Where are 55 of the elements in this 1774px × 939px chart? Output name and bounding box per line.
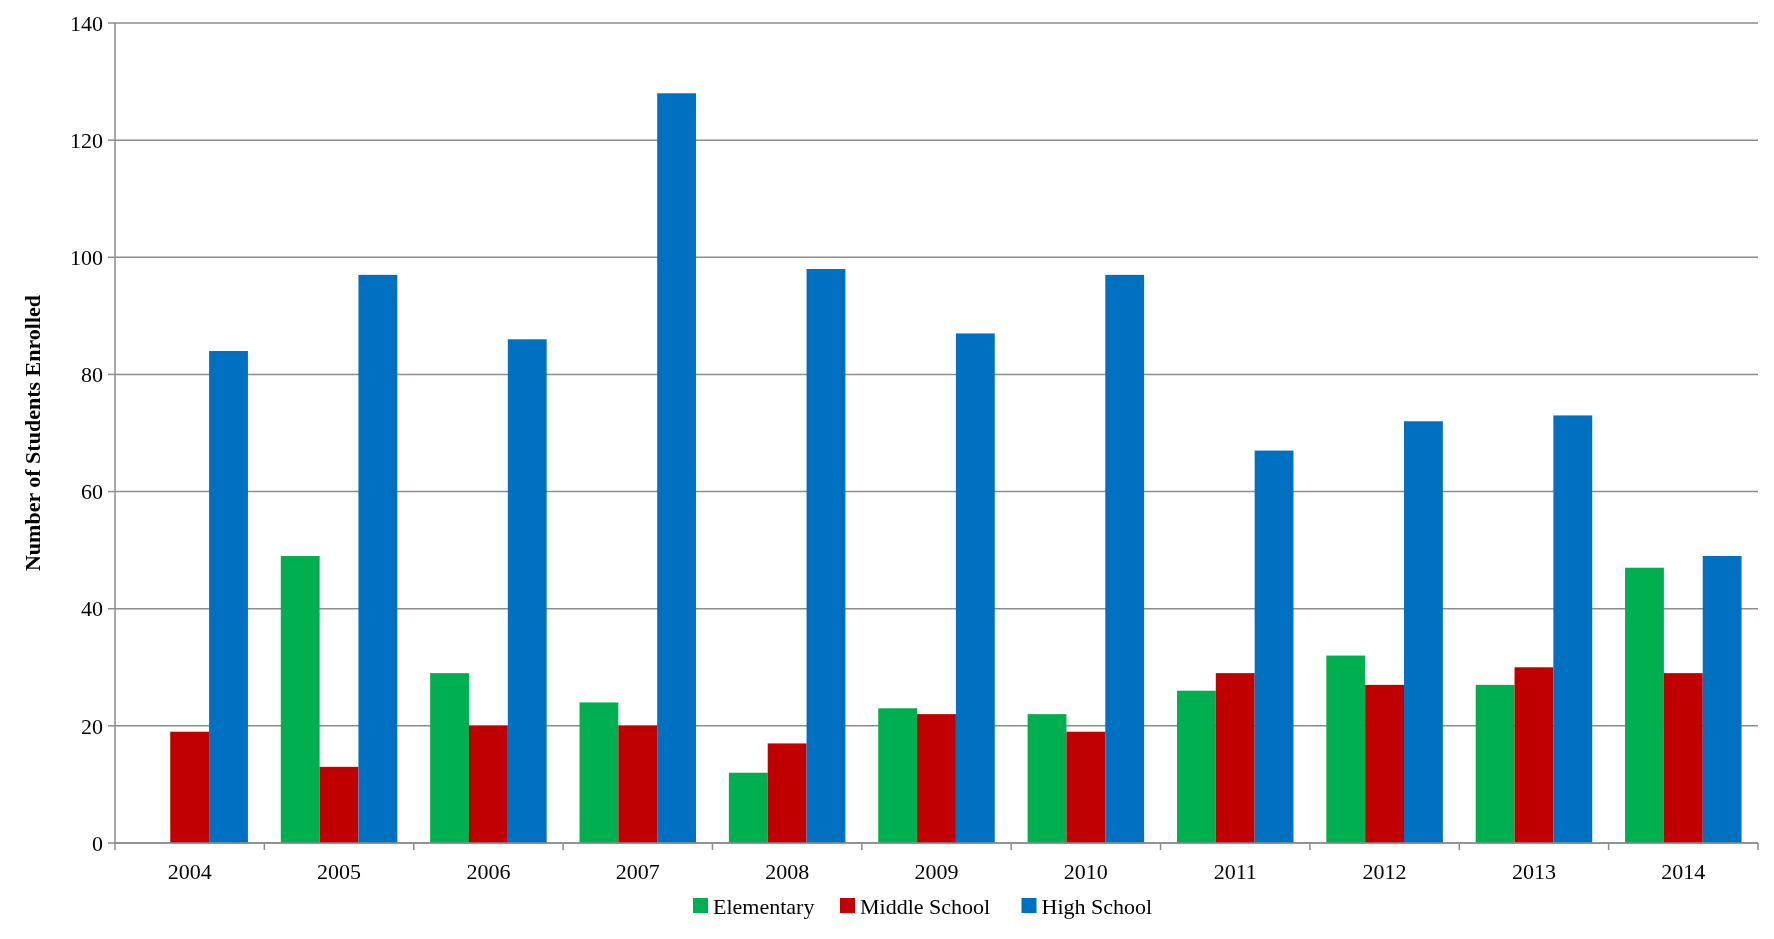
legend-label: Elementary	[713, 893, 815, 919]
x-tick-label: 2006	[466, 859, 511, 884]
bar	[170, 731, 210, 843]
bar	[209, 351, 248, 843]
bar	[319, 766, 359, 843]
x-tick-label: 2011	[1213, 859, 1257, 884]
bar	[1663, 673, 1703, 843]
x-tick-label: 2007	[615, 859, 660, 884]
bar	[1254, 450, 1294, 843]
bar	[1326, 655, 1366, 843]
bar	[806, 269, 846, 843]
x-tick-label: 2010	[1063, 859, 1108, 884]
x-tick-label: 2004	[167, 859, 212, 884]
x-tick-label: 2012	[1362, 859, 1407, 884]
bar	[878, 708, 918, 843]
x-tick-label: 2009	[914, 859, 959, 884]
bar	[767, 743, 807, 843]
y-tick-label: 140	[70, 10, 103, 36]
bar	[358, 274, 398, 843]
bar	[618, 725, 658, 843]
y-tick-label: 40	[81, 596, 103, 622]
x-tick-label: 2014	[1661, 859, 1706, 884]
bar	[507, 339, 547, 843]
bar	[1475, 684, 1515, 843]
x-tick-label: 2013	[1511, 859, 1556, 884]
x-tick-label: 2005	[317, 859, 362, 884]
bar	[280, 556, 320, 843]
bar	[657, 93, 697, 843]
bar	[1215, 673, 1255, 843]
x-tick-label: 2008	[765, 859, 810, 884]
legend-label: High School	[1041, 893, 1153, 919]
bar	[1365, 684, 1404, 843]
y-tick-label: 20	[81, 713, 103, 739]
bar	[1514, 667, 1554, 843]
bar	[728, 772, 768, 843]
bar	[1176, 690, 1216, 843]
bar	[1553, 415, 1593, 843]
bar	[1105, 274, 1145, 843]
bar	[955, 333, 995, 843]
legend-label: Middle School	[860, 893, 991, 919]
bar	[1066, 731, 1106, 843]
bar	[430, 673, 469, 843]
bar	[1404, 421, 1443, 843]
bar	[917, 714, 956, 843]
bar	[468, 725, 508, 843]
y-axis-title: Number of Students Enrolled	[20, 294, 45, 572]
bar	[1027, 714, 1067, 843]
y-tick-label: 120	[70, 127, 103, 153]
bar	[1702, 556, 1742, 843]
y-tick-label: 80	[81, 362, 103, 388]
y-tick-label: 60	[81, 479, 103, 505]
bar	[579, 702, 619, 843]
y-tick-label: 100	[70, 244, 103, 270]
bar	[1625, 567, 1664, 843]
y-tick-label: 0	[92, 830, 103, 856]
